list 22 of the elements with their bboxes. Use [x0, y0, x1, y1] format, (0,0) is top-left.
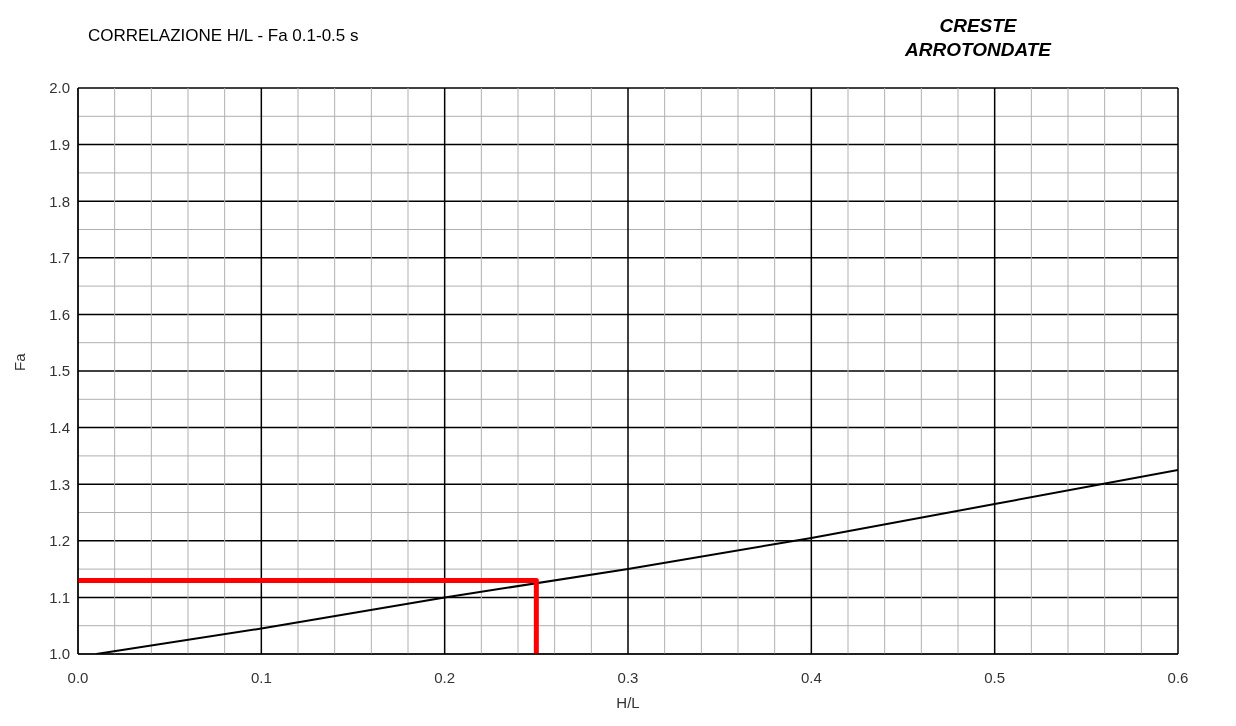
y-tick-label: 1.1: [49, 588, 70, 606]
x-axis-title: H/L: [616, 694, 640, 711]
x-tick-label: 0.4: [800, 668, 822, 686]
y-tick-label: 1.8: [49, 192, 70, 210]
y-tick-label: 1.9: [49, 135, 70, 153]
y-tick-label: 1.7: [49, 249, 70, 267]
x-tick-label: 0.3: [617, 668, 639, 686]
y-tick-label: 2.0: [49, 79, 70, 97]
y-axis-title: Fa: [11, 352, 29, 371]
x-tick-label: 0.5: [984, 668, 1006, 686]
x-tick-label: 0.6: [1167, 668, 1189, 686]
x-tick-label: 0.1: [250, 668, 272, 686]
y-tick-label: 1.3: [49, 475, 70, 493]
y-tick-label: 1.4: [49, 418, 70, 436]
x-tick-label: 0.2: [434, 668, 456, 686]
chart-title: CORRELAZIONE H/L - Fa 0.1-0.5 s: [88, 26, 359, 46]
y-tick-label: 1.2: [49, 532, 70, 550]
y-tick-label: 1.6: [49, 305, 70, 323]
y-tick-label: 1.5: [49, 362, 70, 380]
text: CRESTE ARROTONDATE: [904, 14, 1053, 62]
y-tick-label: 1.0: [49, 645, 70, 663]
x-tick-label: 0.0: [67, 668, 89, 686]
